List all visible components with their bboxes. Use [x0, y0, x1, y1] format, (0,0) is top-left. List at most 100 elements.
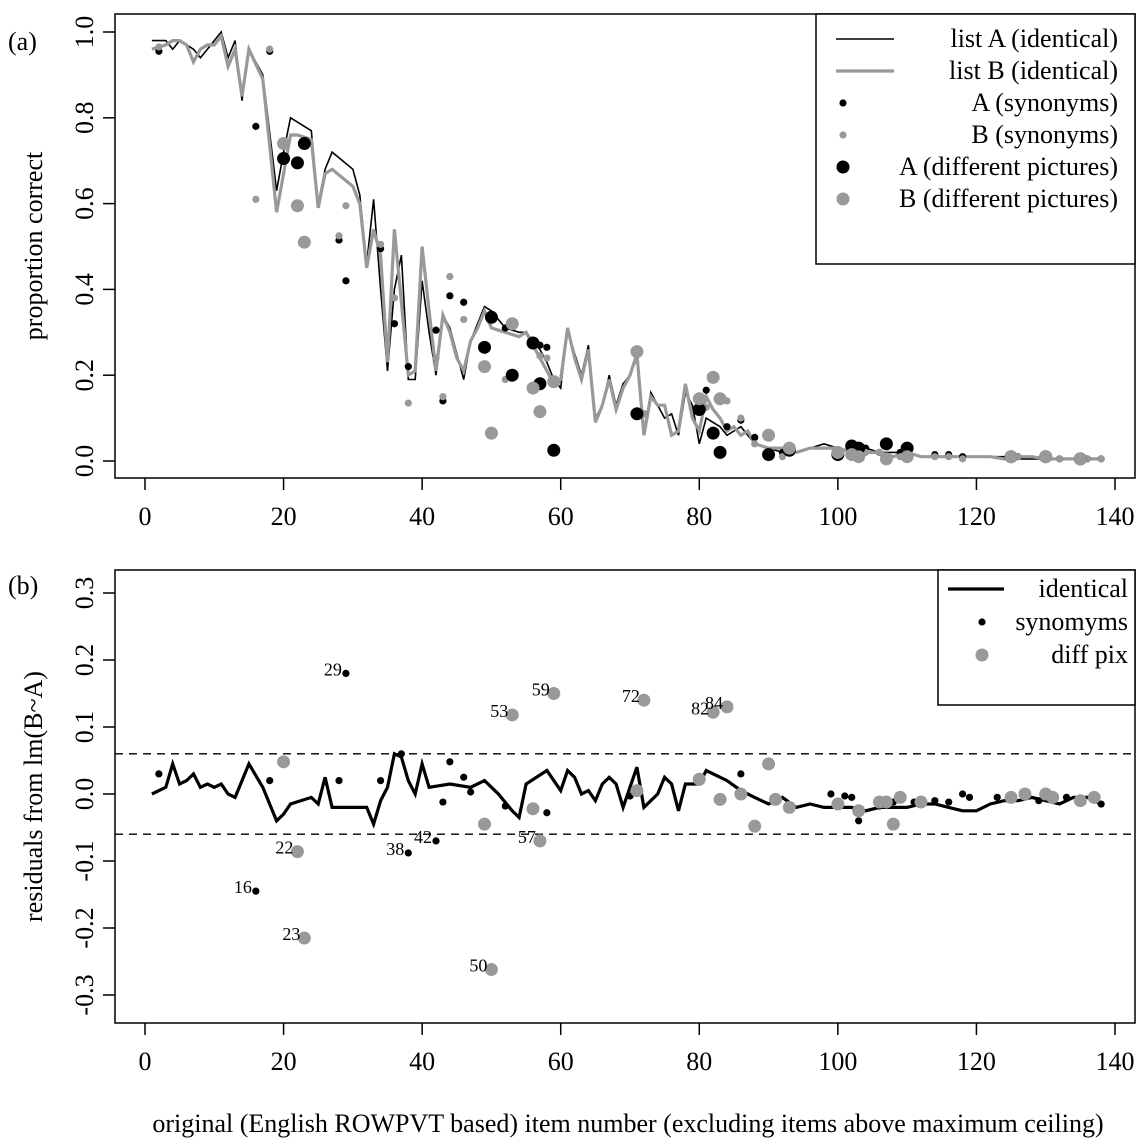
data-point [277, 152, 291, 166]
data-point [702, 386, 710, 394]
data-point [945, 798, 953, 806]
x-tick-label: 120 [957, 1047, 996, 1076]
x-tick-label: 60 [548, 502, 574, 531]
data-point [713, 445, 727, 459]
point-label: 29 [324, 659, 342, 679]
data-point [277, 755, 291, 769]
data-point [390, 320, 399, 328]
x-tick-label: 140 [1096, 1047, 1135, 1076]
data-point [484, 426, 498, 440]
y-tick-label: -0.1 [70, 840, 99, 881]
data-point [1087, 790, 1101, 804]
data-point [404, 399, 412, 407]
data-point [547, 375, 561, 389]
series-b-different-pictures- [277, 137, 1087, 466]
x-tick-label: 80 [686, 502, 712, 531]
data-point [879, 437, 893, 451]
legend-label: list A (identical) [950, 24, 1118, 53]
y-tick-label: 0.0 [70, 445, 99, 478]
data-point [1046, 790, 1060, 804]
data-point [290, 199, 304, 213]
data-point [505, 368, 519, 382]
point-label: 82 [691, 698, 709, 718]
data-point [335, 232, 343, 240]
data-point [931, 453, 939, 461]
data-point [342, 277, 350, 285]
data-point [290, 845, 304, 859]
y-tick-label: 0.0 [70, 778, 99, 811]
data-point [505, 317, 519, 331]
data-point [335, 777, 343, 785]
legend-swatch [839, 131, 847, 139]
x-tick-label: 40 [409, 502, 435, 531]
data-point [467, 788, 475, 796]
plot-frame [114, 569, 1136, 1024]
data-point [630, 345, 644, 359]
data-point [1004, 450, 1018, 464]
data-point [1035, 797, 1043, 805]
data-point [886, 817, 900, 831]
data-point [1018, 787, 1032, 801]
data-point [713, 792, 727, 806]
data-point [762, 448, 776, 462]
panel-tag: (a) [8, 27, 37, 56]
series-synomyms: 16 29 38 42 [155, 659, 1105, 897]
legend-label: identical [1038, 574, 1128, 603]
point-label: 38 [386, 839, 404, 859]
x-tick-label: 20 [271, 502, 297, 531]
data-point [460, 773, 468, 781]
data-point [734, 787, 748, 801]
legend-label: list B (identical) [949, 56, 1118, 85]
data-point [439, 798, 447, 806]
legend: identical synomyms diff pix [937, 569, 1136, 706]
legend-swatch [978, 618, 986, 626]
data-point [432, 326, 440, 334]
x-tick-label: 80 [686, 1047, 712, 1076]
data-point [342, 202, 350, 210]
data-point [478, 360, 491, 374]
legend-box [815, 13, 1136, 265]
data-point [543, 343, 551, 351]
x-tick-label: 0 [139, 1047, 152, 1076]
data-point [1004, 790, 1018, 804]
x-tick-label: 100 [818, 502, 857, 531]
data-point [852, 804, 866, 818]
legend-label: A (synonyms) [971, 88, 1118, 117]
x-tick-label: 100 [818, 1047, 857, 1076]
data-point [297, 137, 311, 151]
data-point [252, 887, 260, 895]
data-point [993, 793, 1001, 801]
data-point [762, 757, 776, 771]
data-point [446, 292, 454, 300]
data-point [266, 45, 274, 53]
data-point [478, 817, 491, 831]
data-point [900, 450, 914, 464]
data-point [879, 795, 893, 809]
data-point [827, 790, 835, 798]
data-point [252, 122, 260, 130]
x-tick-label: 20 [271, 1047, 297, 1076]
data-point [533, 405, 547, 419]
data-point [737, 770, 745, 778]
y-tick-label: 0.2 [70, 644, 99, 677]
y-axis-label: proportion correct [19, 151, 48, 340]
data-point [762, 428, 776, 442]
legend-label: A (different pictures) [899, 152, 1118, 181]
data-point [958, 455, 967, 463]
data-point [1062, 793, 1071, 801]
data-point [782, 800, 796, 814]
data-point [630, 784, 644, 798]
legend-label: B (synonyms) [971, 120, 1118, 149]
data-point [533, 834, 547, 848]
data-point [706, 426, 720, 440]
data-point [290, 156, 304, 170]
data-point [692, 772, 706, 786]
point-label: 59 [532, 680, 550, 700]
point-label: 84 [705, 693, 723, 713]
point-label: 72 [622, 686, 640, 706]
data-point [277, 137, 291, 151]
y-tick-label: 1.0 [70, 16, 99, 49]
point-label: 53 [490, 701, 508, 721]
data-point [782, 441, 796, 455]
data-point [526, 802, 540, 816]
